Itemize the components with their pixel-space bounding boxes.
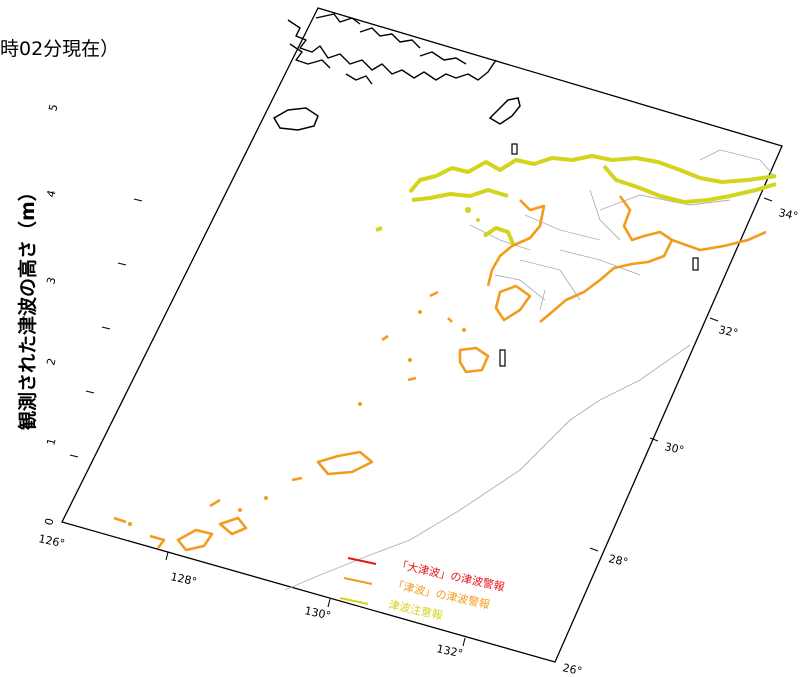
height-tick-label: 0	[42, 517, 56, 527]
height-tick	[85, 390, 95, 394]
legend-swatch-major-warning	[347, 557, 377, 565]
page-title: 時02分現在）	[0, 38, 120, 60]
latitude-tick	[763, 197, 773, 202]
tide-gauge-markers	[499, 143, 699, 367]
mainland-korea-coast	[287, 13, 497, 85]
tide-gauge-marker	[499, 349, 506, 367]
height-tick	[117, 262, 127, 266]
height-tick-label: 4	[44, 189, 58, 199]
latitude-tick-label: 34°	[777, 206, 799, 223]
height-axis-label: 観測された津波の高さ（m）	[16, 182, 39, 430]
advisory-coastline	[375, 154, 777, 247]
prefecture-boundaries	[284, 149, 777, 591]
legend-swatch-advisory	[339, 597, 369, 605]
height-tick-label: 2	[44, 357, 58, 367]
longitude-axis	[165, 551, 466, 647]
warning-islands	[128, 310, 466, 526]
latitude-tick	[649, 437, 659, 442]
height-tick-label: 1	[44, 437, 58, 447]
latitude-axis	[589, 197, 773, 552]
longitude-tick-labels: 126° 128° 130° 132°	[37, 532, 464, 660]
height-tick	[133, 198, 143, 202]
jeju-island	[272, 107, 319, 131]
latitude-tick-label: 32°	[717, 323, 739, 340]
tide-gauge-marker	[692, 257, 699, 271]
tide-gauge-marker	[511, 143, 518, 155]
longitude-tick	[462, 637, 466, 647]
height-tick-label: 5	[46, 103, 60, 113]
map-frame	[61, 7, 783, 663]
legend-swatch-warning	[343, 577, 373, 585]
height-tick-labels: 0 1 2 3 4 5	[42, 103, 60, 527]
latitude-tick	[589, 547, 599, 552]
latitude-tick-label: 26°	[561, 661, 583, 677]
advisory-islands	[465, 207, 480, 222]
tsushima-island	[488, 97, 521, 125]
longitude-tick	[327, 598, 331, 608]
longitude-tick	[165, 551, 169, 561]
longitude-tick-label: 126°	[37, 532, 66, 550]
height-tick	[69, 454, 79, 458]
warning-coastline	[113, 195, 767, 552]
height-tick	[101, 326, 111, 330]
latitude-tick-label: 28°	[607, 552, 629, 569]
latitude-tick	[709, 317, 719, 322]
latitude-tick-labels: 26° 28° 30° 32° 34°	[561, 206, 799, 677]
height-tick-label: 3	[44, 276, 58, 286]
longitude-tick-label: 130°	[303, 604, 332, 622]
longitude-tick-label: 132°	[435, 642, 464, 660]
height-axis	[69, 198, 143, 458]
longitude-tick-label: 128°	[169, 570, 198, 588]
latitude-tick-label: 30°	[663, 440, 685, 457]
